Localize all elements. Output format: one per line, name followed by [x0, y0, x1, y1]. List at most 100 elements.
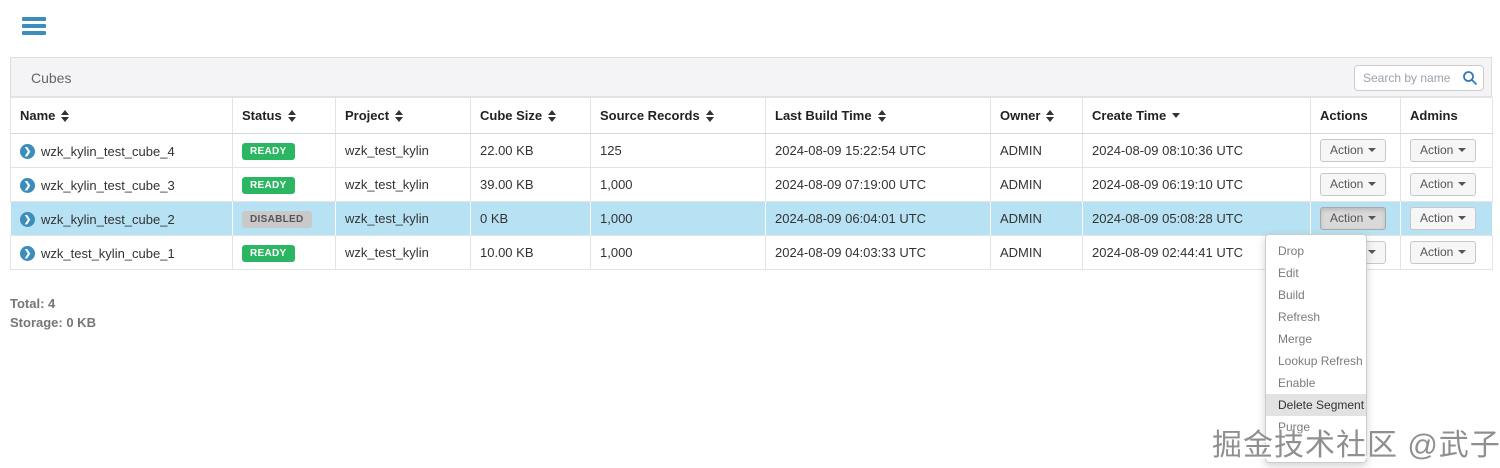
source_records-value: 125 [600, 143, 622, 158]
last_build_time-value: 2024-08-09 06:04:01 UTC [775, 211, 927, 226]
column-label: Source Records [600, 108, 700, 123]
cell-actions: Action [1310, 201, 1401, 236]
project-value: wzk_test_kylin [345, 245, 429, 260]
action-button-label: Action [1330, 177, 1364, 191]
cell-admins: Action [1400, 201, 1493, 236]
cell-create_time: 2024-08-09 06:19:10 UTC [1082, 167, 1311, 202]
column-header-actions: Actions [1310, 97, 1401, 134]
admins-action-button[interactable]: Action [1410, 207, 1477, 230]
status-badge: READY [242, 142, 295, 160]
table-row[interactable]: ❯ wzk_kylin_test_cube_4 READY wzk_test_kyli… [10, 133, 1493, 168]
table-footer: Total: 4 Storage: 0 KB [10, 294, 96, 332]
sort-icon[interactable] [395, 109, 404, 122]
cell-name: ❯ wzk_kylin_test_cube_3 [10, 167, 233, 202]
search-icon[interactable] [1462, 70, 1478, 86]
cell-actions: Action [1310, 133, 1401, 168]
sort-icon[interactable] [877, 109, 886, 122]
column-header-project[interactable]: Project [335, 97, 471, 134]
cube_size-value: 10.00 KB [480, 245, 534, 260]
column-header-name[interactable]: Name [10, 97, 233, 134]
column-header-source_records[interactable]: Source Records [590, 97, 766, 134]
menu-item-edit[interactable]: Edit [1278, 266, 1299, 280]
column-header-owner[interactable]: Owner [990, 97, 1083, 134]
admins-action-button[interactable]: Action [1410, 173, 1477, 196]
expand-chevron-icon[interactable]: ❯ [20, 144, 35, 159]
cell-create_time: 2024-08-09 05:08:28 UTC [1082, 201, 1311, 236]
search-box [1354, 65, 1484, 91]
cubes-table: Name Status Project Cube Size Source Records… [10, 97, 1493, 270]
project-value: wzk_test_kylin [345, 143, 429, 158]
column-label: Status [242, 108, 282, 123]
expand-chevron-icon[interactable]: ❯ [20, 212, 35, 227]
source_records-value: 1,000 [600, 211, 633, 226]
cell-cube_size: 0 KB [470, 201, 591, 236]
cell-owner: ADMIN [990, 235, 1083, 270]
table-header-row: Name Status Project Cube Size Source Records… [10, 97, 1493, 134]
project-value: wzk_test_kylin [345, 177, 429, 192]
sort-icon[interactable] [61, 109, 70, 122]
cell-last_build_time: 2024-08-09 04:03:33 UTC [765, 235, 991, 270]
menu-item-merge[interactable]: Merge [1278, 332, 1313, 346]
sort-icon[interactable] [1046, 109, 1055, 122]
column-label: Create Time [1092, 108, 1167, 123]
table-row[interactable]: ❯ wzk_kylin_test_cube_2 DISABLED wzk_test_k… [10, 201, 1493, 236]
column-header-create_time[interactable]: Create Time [1082, 97, 1311, 134]
menu-icon[interactable] [22, 17, 46, 37]
column-label: Admins [1410, 108, 1458, 123]
admins-action-button[interactable]: Action [1410, 241, 1477, 264]
menu-item-build[interactable]: Build [1278, 288, 1305, 302]
sort-icon[interactable] [548, 109, 557, 122]
actions-action-button[interactable]: Action [1320, 207, 1387, 230]
cell-source_records: 1,000 [590, 167, 766, 202]
table-row[interactable]: ❯ wzk_kylin_test_cube_3 READY wzk_test_kyli… [10, 167, 1493, 202]
column-header-cube_size[interactable]: Cube Size [470, 97, 591, 134]
cell-source_records: 1,000 [590, 235, 766, 270]
cell-source_records: 1,000 [590, 201, 766, 236]
sort-icon[interactable] [705, 109, 714, 122]
cell-name: ❯ wzk_kylin_test_cube_4 [10, 133, 233, 168]
action-button-label: Action [1420, 143, 1454, 157]
cell-name: ❯ wzk_kylin_test_cube_2 [10, 201, 233, 236]
create_time-value: 2024-08-09 06:19:10 UTC [1092, 177, 1244, 192]
cell-status: DISABLED [232, 201, 336, 236]
cube_size-value: 39.00 KB [480, 177, 534, 192]
expand-chevron-icon[interactable]: ❯ [20, 246, 35, 261]
status-badge: DISABLED [242, 210, 312, 228]
menu-item-refresh[interactable]: Refresh [1278, 310, 1321, 324]
column-label: Cube Size [480, 108, 543, 123]
column-header-last_build_time[interactable]: Last Build Time [765, 97, 991, 134]
owner-value: ADMIN [1000, 211, 1042, 226]
search-input[interactable] [1354, 65, 1484, 91]
menu-item-purge[interactable]: Purge [1278, 420, 1311, 434]
storage-total: Storage: 0 KB [10, 315, 96, 330]
project-value: wzk_test_kylin [345, 211, 429, 226]
column-label: Last Build Time [775, 108, 872, 123]
sort-icon[interactable] [287, 109, 296, 122]
column-label: Name [20, 108, 56, 123]
admins-action-button[interactable]: Action [1410, 139, 1477, 162]
menu-item-delete-segment[interactable]: Delete Segment [1266, 394, 1366, 416]
cell-admins: Action [1400, 235, 1493, 270]
sort-desc-icon[interactable] [1172, 113, 1181, 118]
actions-action-button[interactable]: Action [1320, 173, 1387, 196]
expand-chevron-icon[interactable]: ❯ [20, 178, 35, 193]
menu-item-lookup-refresh[interactable]: Lookup Refresh [1278, 354, 1363, 368]
cube-name: wzk_test_kylin_cube_1 [41, 246, 175, 261]
cubes-panel: Cubes Name Status Project Cube Size Source R… [10, 57, 1493, 270]
menu-item-drop[interactable]: Drop [1278, 244, 1305, 258]
cell-actions: Action [1310, 167, 1401, 202]
cell-status: READY [232, 235, 336, 270]
column-header-admins: Admins [1400, 97, 1493, 134]
caret-down-icon [1458, 216, 1467, 220]
column-header-status[interactable]: Status [232, 97, 336, 134]
actions-action-button[interactable]: Action [1320, 139, 1387, 162]
last_build_time-value: 2024-08-09 15:22:54 UTC [775, 143, 927, 158]
menu-item-enable[interactable]: Enable [1278, 376, 1316, 390]
action-button-label: Action [1420, 211, 1454, 225]
cell-admins: Action [1400, 133, 1493, 168]
cube-name: wzk_kylin_test_cube_2 [41, 212, 175, 227]
cube-name: wzk_kylin_test_cube_3 [41, 178, 175, 193]
action-dropdown-menu: Drop Edit Build Refresh Merge Lookup Refresh E… [1265, 234, 1367, 463]
cell-project: wzk_test_kylin [335, 167, 471, 202]
